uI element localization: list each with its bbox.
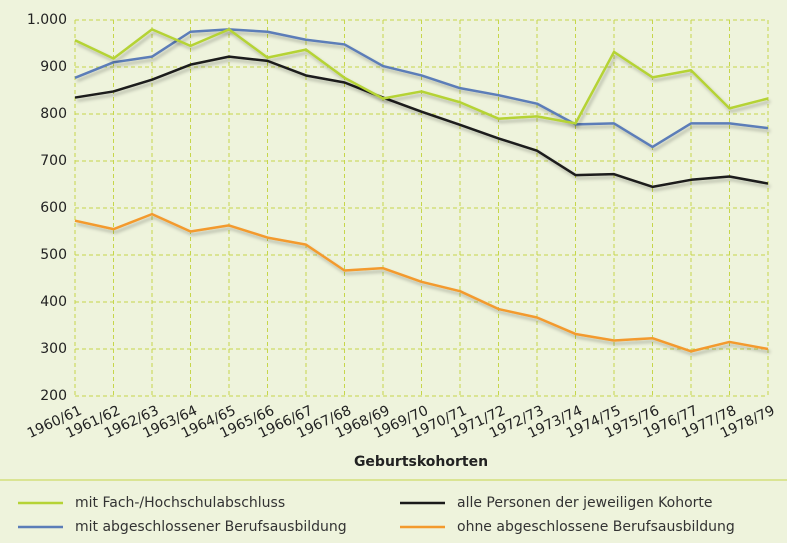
- x-axis-label: Geburtskohorten: [354, 454, 488, 470]
- y-tick-label: 800: [40, 106, 67, 122]
- y-tick-label: 900: [40, 59, 67, 75]
- legend-label: ohne abgeschlossene Berufsausbildung: [457, 519, 735, 535]
- series-line: [74, 28, 769, 125]
- legend-label: alle Personen der jeweiligen Kohorte: [457, 495, 713, 511]
- legend-label: mit Fach-/Hochschulabschluss: [75, 495, 285, 511]
- y-tick-label: 300: [40, 341, 67, 357]
- y-tick-label: 200: [40, 388, 67, 404]
- y-tick-label: 1.000: [27, 12, 67, 28]
- series-line: [74, 28, 769, 149]
- y-tick-label: 700: [40, 153, 67, 169]
- y-tick-label: 400: [40, 294, 67, 310]
- y-tick-label: 500: [40, 247, 67, 263]
- series-line: [74, 55, 769, 189]
- y-tick-label: 600: [40, 200, 67, 216]
- series-line: [74, 212, 769, 353]
- legend-label: mit abgeschlossener Berufsausbildung: [75, 519, 347, 535]
